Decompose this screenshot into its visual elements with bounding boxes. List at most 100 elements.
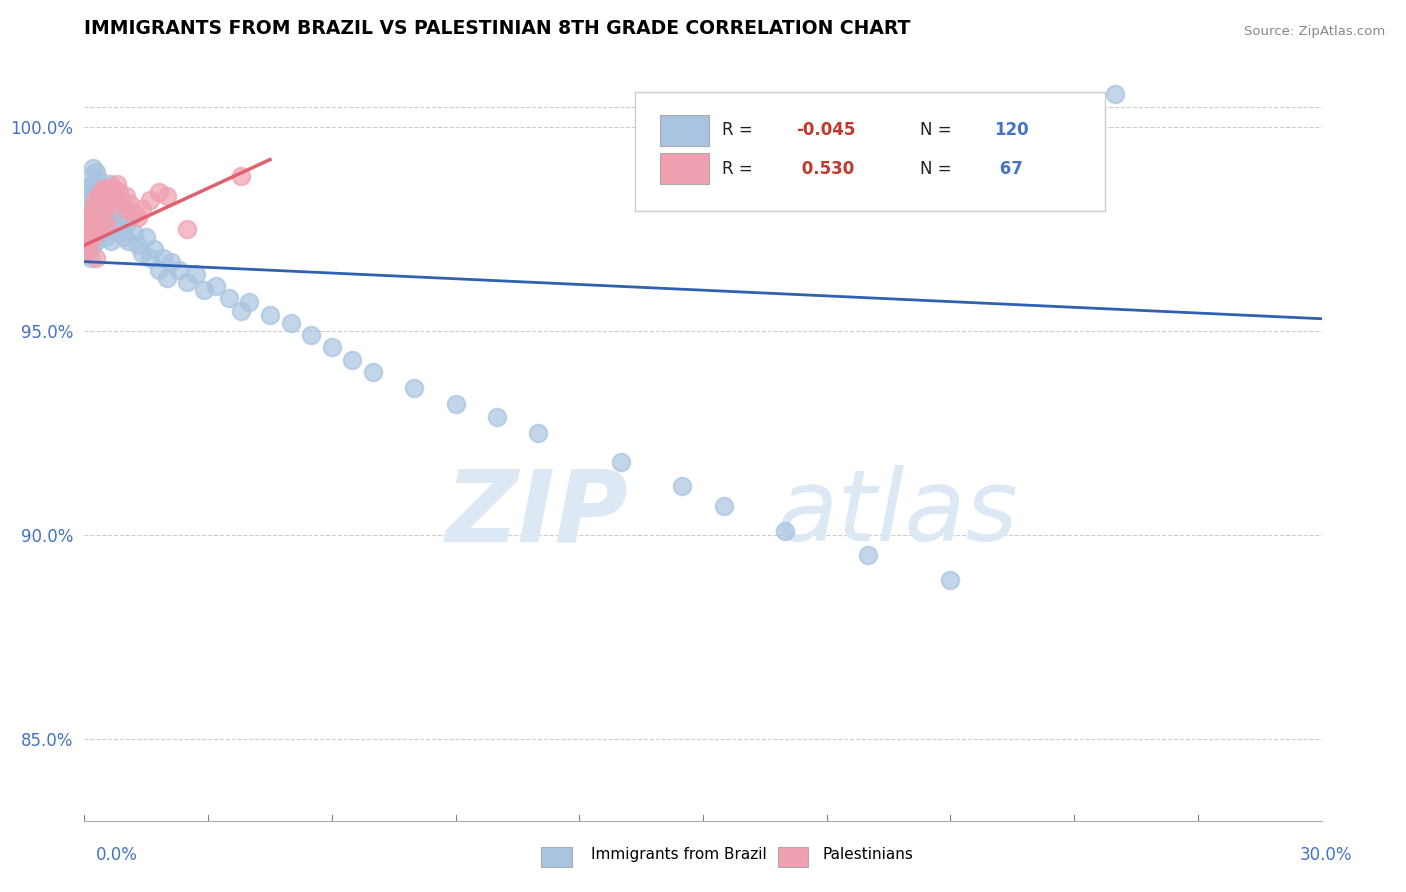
Point <box>342 352 364 367</box>
Point <box>104 218 127 232</box>
Point <box>110 194 132 208</box>
Point <box>117 234 139 248</box>
Point <box>84 222 107 236</box>
Point <box>184 267 207 281</box>
Point <box>259 308 281 322</box>
FancyBboxPatch shape <box>659 115 709 145</box>
Point <box>148 262 170 277</box>
Point <box>107 226 129 240</box>
Point <box>82 205 104 219</box>
Point <box>80 218 103 232</box>
Point <box>79 226 101 240</box>
Point <box>79 243 101 257</box>
Text: 0.0%: 0.0% <box>96 846 138 863</box>
Point <box>76 234 98 248</box>
Point <box>77 218 100 232</box>
Point <box>82 186 104 200</box>
Point <box>86 202 108 216</box>
Point <box>86 189 108 203</box>
Point <box>122 226 145 240</box>
Point <box>135 230 157 244</box>
Point <box>91 181 114 195</box>
Point <box>79 181 101 195</box>
Point <box>97 197 120 211</box>
Point <box>299 328 322 343</box>
Point <box>79 230 101 244</box>
Point <box>93 181 115 195</box>
Point <box>122 205 145 219</box>
Point <box>82 238 104 252</box>
Point <box>444 397 467 411</box>
Point <box>176 275 198 289</box>
Text: 120: 120 <box>994 121 1028 139</box>
Point <box>229 303 252 318</box>
Point <box>77 189 100 203</box>
Point <box>103 181 125 195</box>
Point <box>148 186 170 200</box>
Point <box>91 194 114 208</box>
Point <box>114 189 136 203</box>
Point <box>939 573 962 587</box>
Text: 0.530: 0.530 <box>796 160 853 178</box>
Point <box>238 295 260 310</box>
Point <box>94 189 117 203</box>
Point <box>98 186 121 200</box>
Point <box>176 222 198 236</box>
Point <box>76 222 98 236</box>
Point <box>86 189 108 203</box>
Point <box>82 230 104 244</box>
Point <box>79 222 101 236</box>
Point <box>527 425 550 440</box>
Point <box>118 210 141 224</box>
Point <box>96 218 118 232</box>
Point <box>218 291 240 305</box>
Point <box>82 161 104 175</box>
Point <box>103 202 125 216</box>
Point <box>84 251 107 265</box>
Point <box>361 365 384 379</box>
Point <box>321 340 343 354</box>
Point <box>856 549 879 563</box>
Point <box>75 246 97 260</box>
Point <box>98 222 121 236</box>
Point <box>87 173 110 187</box>
Point <box>90 214 112 228</box>
Point <box>193 283 215 297</box>
Point <box>205 279 228 293</box>
Point <box>98 177 121 191</box>
Point <box>112 230 135 244</box>
Point <box>94 202 117 216</box>
Point <box>86 197 108 211</box>
Point <box>160 254 183 268</box>
Point <box>114 218 136 232</box>
Text: Source: ZipAtlas.com: Source: ZipAtlas.com <box>1244 25 1385 38</box>
Point <box>105 194 128 208</box>
Point <box>89 202 111 216</box>
Point <box>80 205 103 219</box>
Point <box>96 214 118 228</box>
Point <box>77 246 100 260</box>
Point <box>90 186 112 200</box>
Point <box>609 454 631 468</box>
Point <box>94 230 117 244</box>
Text: 30.0%: 30.0% <box>1301 846 1353 863</box>
Point <box>84 165 107 179</box>
Point <box>101 189 124 203</box>
Point <box>83 194 105 208</box>
Point <box>104 189 127 203</box>
Point <box>82 202 104 216</box>
Point <box>94 202 117 216</box>
Point <box>100 194 122 208</box>
Point <box>280 316 302 330</box>
Point <box>75 234 97 248</box>
Text: atlas: atlas <box>778 466 1019 562</box>
Point <box>90 194 112 208</box>
Point <box>485 409 508 424</box>
Point <box>83 197 105 211</box>
Point <box>775 524 797 538</box>
Point <box>80 177 103 191</box>
Point <box>112 202 135 216</box>
Point <box>108 186 131 200</box>
Point <box>79 194 101 208</box>
Text: IMMIGRANTS FROM BRAZIL VS PALESTINIAN 8TH GRADE CORRELATION CHART: IMMIGRANTS FROM BRAZIL VS PALESTINIAN 8T… <box>84 19 911 38</box>
